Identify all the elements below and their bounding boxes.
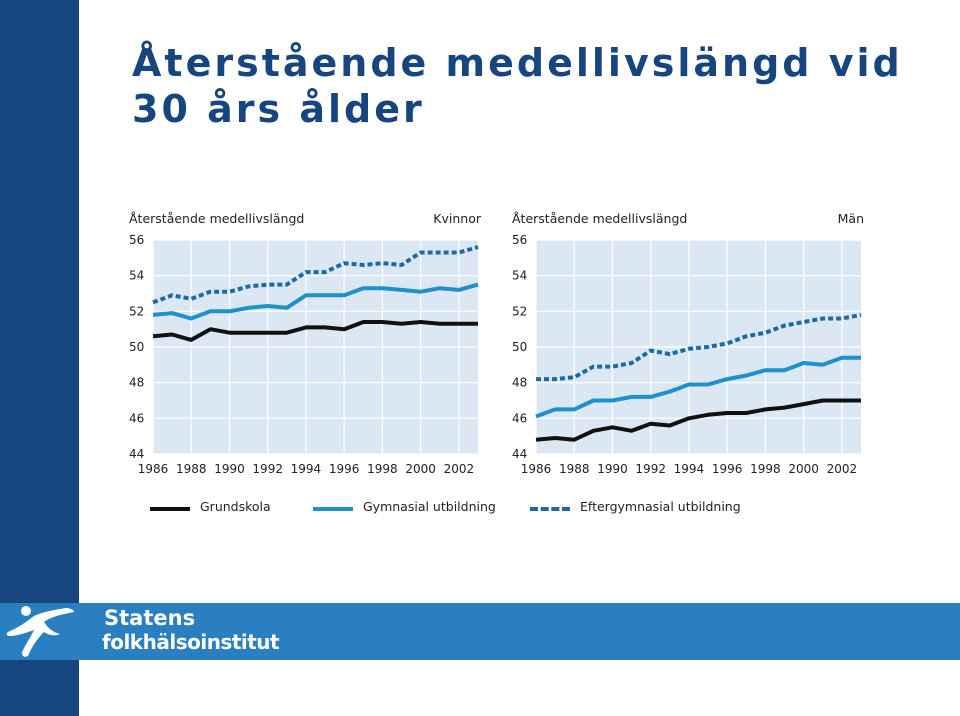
chart-svg-kvinnor: 44 46 48 50 52 54 56 1986 1988 1990 1992 1994 1996 19… [129,233,479,476]
x-tick-label: 1992 [635,462,666,476]
chart-svg-man: 44 46 48 50 52 54 56 1986 1988 1990 1992 1994 1996 19… [512,233,862,476]
chart-group-label: Kvinnor [433,211,481,226]
legend-label: Gymnasial utbildning [363,499,496,514]
chart-kvinnor: Återstående medellivslängd Kvinnor 44 46 4… [125,205,485,485]
y-tick-label: 44 [512,447,527,461]
slide-title: Återstående medellivslängd vid 30 års ål… [132,40,932,132]
logo-text-line1: Statens [104,606,196,630]
y-tick-label: 56 [512,233,527,247]
logo: Statens folkhälsoinstitut [4,602,304,662]
slide-title-line1: Återstående medellivslängd vid [132,41,903,85]
x-tick-label: 2000 [405,462,436,476]
y-tick-label: 52 [129,304,144,318]
y-tick-label: 54 [512,269,527,283]
y-tick-label: 56 [129,233,144,247]
x-tick-label: 1998 [750,462,781,476]
chart-man: Återstående medellivslängd Män 44 46 48 50 5… [508,205,868,485]
y-tick-label: 46 [512,411,527,425]
x-tick-label: 2002 [827,462,858,476]
y-tick-label: 52 [512,304,527,318]
y-tick-label: 54 [129,269,144,283]
x-tick-label: 1994 [291,462,322,476]
legend-swatch [313,507,353,511]
slide-title-line2: 30 års ålder [132,87,425,131]
y-tick-label: 48 [512,376,527,390]
legend-label: Grundskola [200,499,271,514]
series-line-gymnasial [535,355,861,419]
chart-legend: Grundskola Gymnasial utbildning Eftergym… [150,498,770,520]
series-line-grundskola [535,398,861,442]
legend-label: Eftergymnasial utbildning [580,499,741,514]
x-tick-label: 1986 [138,462,169,476]
x-tick-label: 1996 [712,462,743,476]
left-brand-bar [0,0,79,716]
chart-title: Återstående medellivslängd [129,211,305,226]
series-line-eftergymnasial [536,312,862,382]
chart-title: Återstående medellivslängd [512,211,688,226]
x-tick-label: 1988 [176,462,207,476]
x-tick-label: 1990 [597,462,628,476]
y-tick-label: 46 [129,411,144,425]
x-tick-label: 1988 [559,462,590,476]
x-tick-label: 1986 [521,462,552,476]
y-tick-label: 48 [129,376,144,390]
legend-swatch [530,507,570,511]
runner-logo-icon [6,606,74,657]
legend-swatch [150,507,190,511]
x-tick-label: 2000 [788,462,819,476]
x-tick-label: 1990 [214,462,245,476]
y-tick-label: 50 [512,340,527,354]
y-tick-label: 50 [129,340,144,354]
series-line-eftergymnasial [152,245,479,305]
y-tick-label: 44 [129,447,144,461]
x-tick-label: 1992 [252,462,283,476]
logo-text-line2: folkhälsoinstitut [102,630,280,654]
series-line-grundskola [152,320,478,342]
x-tick-label: 2002 [444,462,475,476]
chart-group-label: Män [837,211,864,226]
footer-band [0,603,960,660]
series-line-gymnasial [152,282,479,321]
x-tick-label: 1996 [329,462,360,476]
x-tick-label: 1994 [674,462,705,476]
x-tick-label: 1998 [367,462,398,476]
